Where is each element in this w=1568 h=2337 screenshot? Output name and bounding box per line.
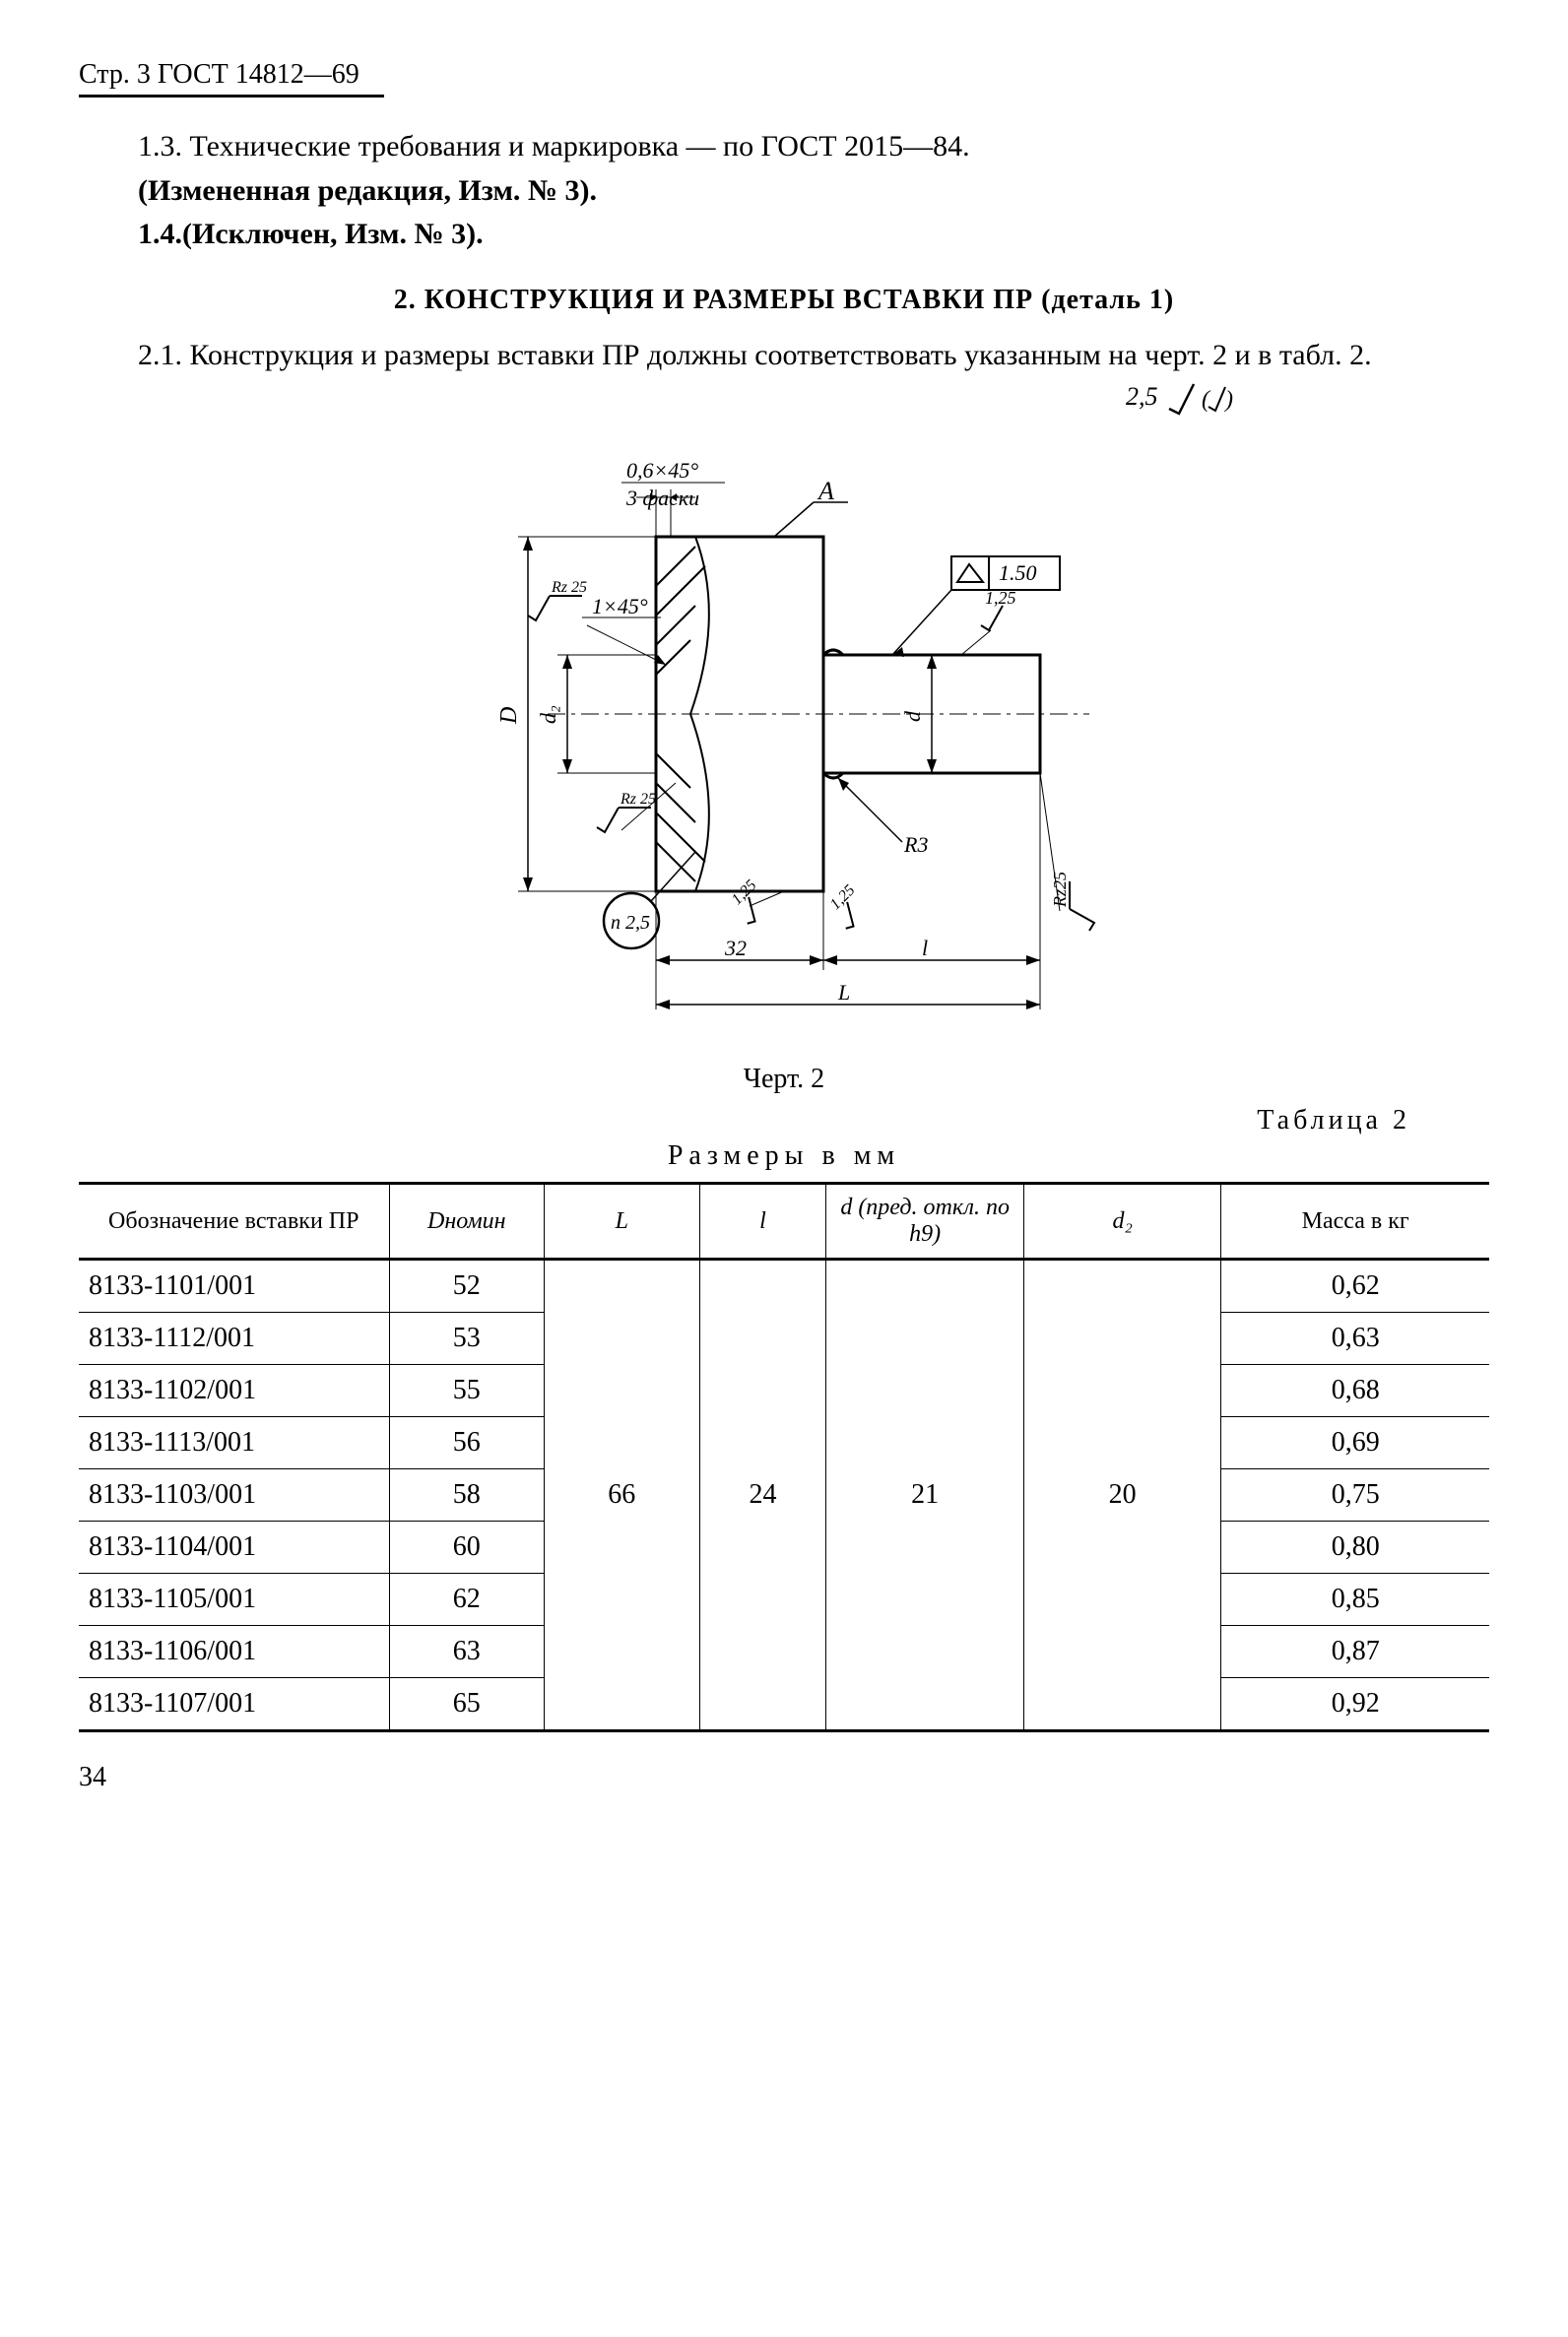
svg-text:R3: R3 bbox=[903, 832, 928, 857]
cell-code: 8133-1107/001 bbox=[79, 1678, 389, 1731]
cell-code: 8133-1102/001 bbox=[79, 1365, 389, 1417]
cell-code: 8133-1103/001 bbox=[79, 1469, 389, 1522]
cell-mass: 0,85 bbox=[1221, 1574, 1489, 1626]
cell-code: 8133-1101/001 bbox=[79, 1260, 389, 1313]
roughness-general: 2,5 ( ) bbox=[79, 379, 1233, 419]
svg-text:l: l bbox=[922, 936, 928, 960]
svg-text:d₂: d₂ bbox=[536, 705, 560, 724]
para-1-3: 1.3. Технические требования и маркировка… bbox=[79, 127, 1489, 167]
cell-D: 56 bbox=[389, 1417, 545, 1469]
col-mass: Масса в кг bbox=[1221, 1184, 1489, 1260]
cell-d: 21 bbox=[826, 1260, 1023, 1731]
svg-text:D: D bbox=[496, 707, 522, 725]
svg-text:): ) bbox=[1223, 387, 1233, 413]
para-2-1: 2.1. Конструкция и размеры вставки ПР до… bbox=[79, 336, 1489, 376]
cell-D: 52 bbox=[389, 1260, 545, 1313]
cell-mass: 0,69 bbox=[1221, 1417, 1489, 1469]
para-1-4: 1.4.(Исключен, Изм. № 3). bbox=[79, 215, 1489, 255]
svg-text:1×45°: 1×45° bbox=[592, 594, 648, 618]
cell-L: 66 bbox=[545, 1260, 700, 1731]
cell-code: 8133-1112/001 bbox=[79, 1313, 389, 1365]
svg-text:Rz25: Rz25 bbox=[1050, 872, 1070, 908]
svg-text:3 фаски: 3 фаски bbox=[625, 486, 699, 510]
para-1-3b: (Измененная редакция, Изм. № 3). bbox=[79, 171, 1489, 212]
svg-text:1.50: 1.50 bbox=[999, 560, 1037, 585]
cell-mass: 0,87 bbox=[1221, 1626, 1489, 1678]
col-d: d (пред. откл. по h9) bbox=[826, 1184, 1023, 1260]
page-ref: Стр. 3 ГОСТ 14812—69 bbox=[79, 59, 359, 90]
col-l: l bbox=[699, 1184, 826, 1260]
svg-text:32: 32 bbox=[724, 936, 747, 960]
cell-code: 8133-1104/001 bbox=[79, 1522, 389, 1574]
technical-diagram: 0,6×45° 3 фаски A 1.50 1,25 Rz25 Rz 25 1… bbox=[400, 419, 1168, 1049]
cell-mass: 0,92 bbox=[1221, 1678, 1489, 1731]
cell-D: 55 bbox=[389, 1365, 545, 1417]
cell-D: 62 bbox=[389, 1574, 545, 1626]
cell-D: 65 bbox=[389, 1678, 545, 1731]
svg-text:0,6×45°: 0,6×45° bbox=[626, 458, 698, 483]
svg-text:n 2,5: n 2,5 bbox=[611, 912, 650, 934]
diagram-wrap: 0,6×45° 3 фаски A 1.50 1,25 Rz25 Rz 25 1… bbox=[79, 419, 1489, 1095]
col-code: Обозначение вставки ПР bbox=[79, 1184, 389, 1260]
svg-text:(: ( bbox=[1202, 387, 1211, 413]
svg-text:1,25: 1,25 bbox=[827, 881, 859, 913]
col-d2: d₂ bbox=[1023, 1184, 1220, 1260]
cell-code: 8133-1113/001 bbox=[79, 1417, 389, 1469]
col-L: L bbox=[545, 1184, 700, 1260]
cell-D: 60 bbox=[389, 1522, 545, 1574]
cell-code: 8133-1105/001 bbox=[79, 1574, 389, 1626]
cell-mass: 0,63 bbox=[1221, 1313, 1489, 1365]
cell-mass: 0,80 bbox=[1221, 1522, 1489, 1574]
svg-text:A: A bbox=[817, 477, 834, 505]
table-row: 8133-1101/00152662421200,62 bbox=[79, 1260, 1489, 1313]
cell-l: 24 bbox=[699, 1260, 826, 1731]
cell-mass: 0,75 bbox=[1221, 1469, 1489, 1522]
diagram-caption: Черт. 2 bbox=[79, 1064, 1489, 1095]
svg-text:d: d bbox=[900, 710, 925, 722]
cell-code: 8133-1106/001 bbox=[79, 1626, 389, 1678]
table-2: Обозначение вставки ПР Dномин L l d (пре… bbox=[79, 1182, 1489, 1732]
col-D: Dномин bbox=[389, 1184, 545, 1260]
table-2-label: Таблица 2 bbox=[79, 1105, 1410, 1136]
cell-D: 63 bbox=[389, 1626, 545, 1678]
svg-text:1,25: 1,25 bbox=[985, 588, 1016, 608]
svg-text:Rz 25: Rz 25 bbox=[551, 579, 587, 596]
table-2-title: Размеры в мм bbox=[79, 1140, 1489, 1172]
svg-text:L: L bbox=[837, 980, 850, 1005]
section-2-title: 2. КОНСТРУКЦИЯ И РАЗМЕРЫ ВСТАВКИ ПР (дет… bbox=[79, 285, 1489, 316]
page-number: 34 bbox=[79, 1762, 1489, 1793]
cell-D: 58 bbox=[389, 1469, 545, 1522]
cell-d2: 20 bbox=[1023, 1260, 1220, 1731]
cell-mass: 0,68 bbox=[1221, 1365, 1489, 1417]
cell-D: 53 bbox=[389, 1313, 545, 1365]
page-header: Стр. 3 ГОСТ 14812—69 bbox=[79, 59, 384, 97]
cell-mass: 0,62 bbox=[1221, 1260, 1489, 1313]
